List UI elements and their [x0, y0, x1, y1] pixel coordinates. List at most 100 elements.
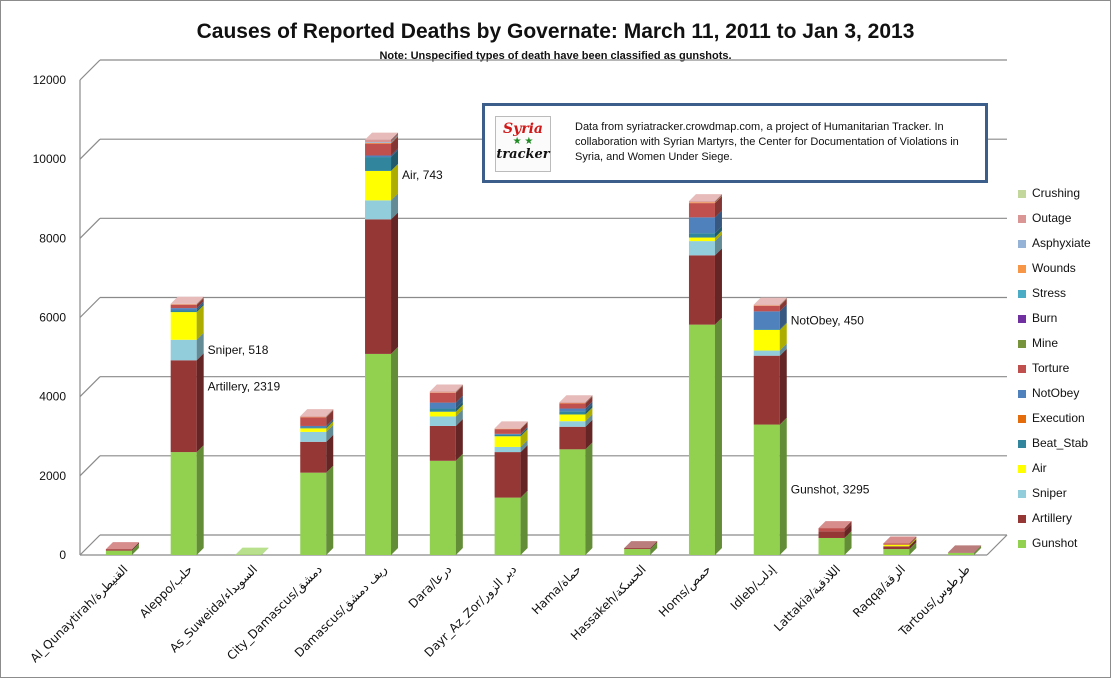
- bar-segment-side: [520, 421, 528, 430]
- legend-swatch: [1018, 540, 1026, 548]
- bar-segment: [559, 449, 586, 555]
- bar-segment-side: [909, 539, 917, 550]
- bar-segment: [753, 329, 780, 330]
- bar-segment: [559, 403, 586, 409]
- bar-segment: [494, 446, 521, 453]
- bar-segment: [753, 305, 780, 312]
- bar-segment: [883, 544, 910, 547]
- bar-segment: [365, 143, 392, 156]
- logo-text-tracker: tracker: [496, 147, 550, 162]
- bar-segment: [300, 431, 327, 442]
- bar-segment-side: [779, 298, 787, 306]
- bar-segment: [753, 424, 780, 555]
- x-tick-label: Raqqa/الرقة: [850, 562, 909, 621]
- gridline-diag-5: [79, 138, 101, 160]
- bar-segment: [300, 472, 327, 555]
- bar-segment-side: [455, 404, 463, 417]
- legend-label: Outage: [1032, 211, 1072, 225]
- legend-item: Air: [1012, 461, 1107, 477]
- legend-label: Torture: [1032, 361, 1070, 375]
- bar-segment-side: [974, 545, 982, 555]
- legend-label: Burn: [1032, 311, 1058, 325]
- bar-segment-side: [714, 195, 722, 204]
- bar-segment-side: [455, 385, 463, 393]
- bar-segment: [688, 201, 715, 203]
- bar-segment-side: [391, 135, 399, 143]
- bar-segment: [883, 546, 910, 550]
- bar-segment: [429, 416, 456, 426]
- chart-subtitle: Note: Unspecified types of death have be…: [379, 50, 732, 62]
- bar-segment: [170, 312, 197, 340]
- y-tick-label: 2000: [39, 469, 66, 483]
- data-label: NotObey, 450: [791, 313, 864, 327]
- bar-segment: [170, 304, 197, 309]
- bar-segment: [494, 434, 521, 437]
- bar-segment-side: [520, 427, 528, 437]
- bar-segment-side: [326, 420, 334, 429]
- legend-item: Execution: [1012, 411, 1107, 427]
- bar-segment-side: [844, 530, 852, 555]
- bar-segment-side: [779, 417, 787, 555]
- bar-segment-side: [714, 317, 722, 555]
- bar-segment-side: [714, 230, 722, 242]
- data-label: Sniper, 518: [208, 343, 269, 357]
- legend-swatch: [1018, 365, 1026, 373]
- floor-edge: [986, 534, 1008, 556]
- bar-segment-side: [455, 418, 463, 461]
- bar-segment-side: [520, 422, 528, 434]
- legend-item: Sniper: [1012, 486, 1107, 502]
- bar-segment: [170, 303, 197, 305]
- x-tick-label: Dara/درعا: [406, 562, 455, 611]
- bar-segment: [300, 425, 327, 428]
- bar-segment-side: [391, 132, 399, 143]
- legend-swatch: [1018, 440, 1026, 448]
- bar-segment-side: [650, 541, 658, 550]
- source-note-text: Data from syriatracker.crowdmap.com, a p…: [575, 121, 959, 163]
- bar-segment-side: [455, 385, 463, 403]
- bar-segment-side: [391, 148, 399, 158]
- bar-segment-side: [455, 384, 463, 393]
- bar-top: [818, 521, 852, 529]
- bar-segment: [170, 310, 197, 313]
- bar-segment-side: [779, 298, 787, 312]
- bar-segment-side: [650, 542, 658, 555]
- bar-segment: [948, 552, 975, 555]
- y-tick-label: 0: [59, 548, 66, 562]
- legend-swatch: [1018, 415, 1026, 423]
- y-tick-label: 8000: [39, 231, 66, 245]
- legend-item: Crushing: [1012, 186, 1107, 202]
- bar-segment-side: [455, 401, 463, 412]
- bar-segment: [365, 200, 392, 220]
- bar-segment-side: [714, 210, 722, 234]
- legend-label: Wounds: [1032, 261, 1076, 275]
- legend-label: NotObey: [1032, 386, 1080, 400]
- bar-segment: [559, 421, 586, 427]
- bar-segment-side: [844, 524, 852, 538]
- logo-stars-icon: ★ ★: [512, 136, 534, 147]
- bar-segment: [300, 441, 327, 473]
- x-tick-label: Tartous/طرطوس: [896, 562, 974, 640]
- legend-swatch: [1018, 265, 1026, 273]
- legend-label: Mine: [1032, 336, 1059, 350]
- legend-item: Mine: [1012, 336, 1107, 352]
- bar-segment: [559, 408, 586, 412]
- legend-label: Air: [1032, 461, 1047, 475]
- legend-item: Asphyxiate: [1012, 236, 1107, 252]
- x-tick-label: Al_Qunaytirah/القنيطرة: [27, 562, 131, 666]
- bar-top: [753, 297, 787, 305]
- bar-segment-side: [714, 234, 722, 256]
- legend-label: Beat_Stab: [1032, 436, 1089, 450]
- bar-segment-side: [520, 426, 528, 435]
- data-label: Air, 743: [402, 168, 443, 182]
- bar-segment-side: [909, 537, 917, 547]
- bar-segment-side: [909, 536, 917, 545]
- bar-segment: [365, 142, 392, 144]
- bar-segment: [429, 402, 456, 409]
- bar-segment: [429, 460, 456, 555]
- bar-segment: [688, 237, 715, 242]
- legend-label: Gunshot: [1032, 536, 1078, 550]
- legend-item: Beat_Stab: [1012, 436, 1107, 452]
- bar-segment: [429, 425, 456, 461]
- bar-segment-side: [391, 212, 399, 354]
- gridline-diag-3: [79, 297, 101, 318]
